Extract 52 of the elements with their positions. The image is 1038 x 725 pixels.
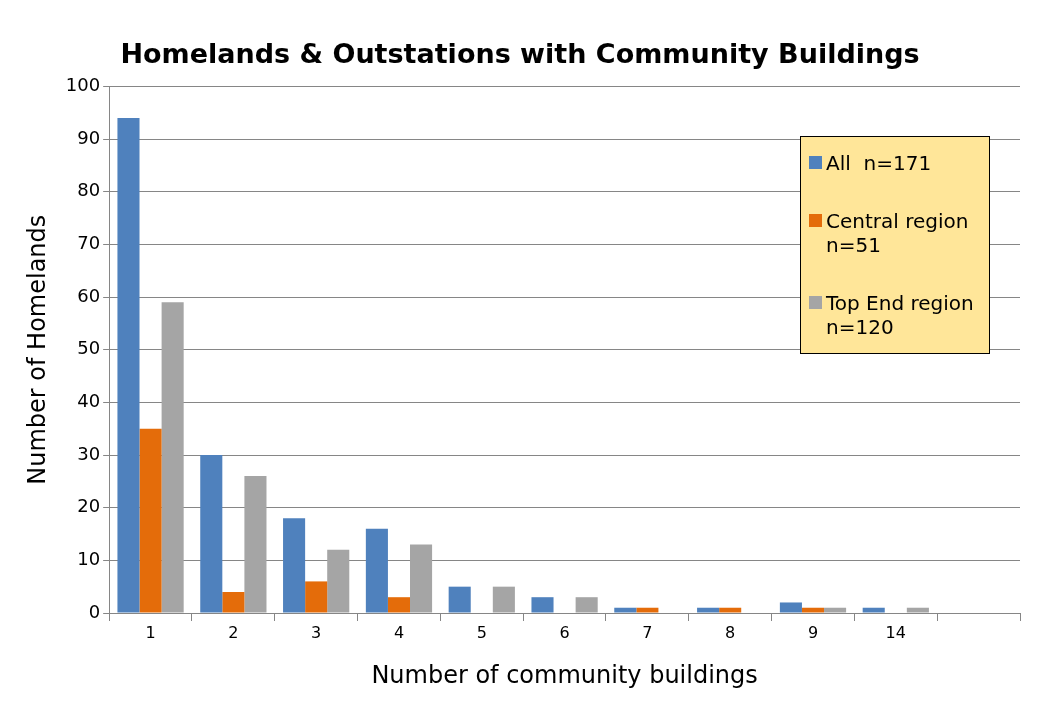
y-tick-label: 60 <box>77 284 101 306</box>
bar <box>801 607 825 613</box>
bar <box>222 591 245 613</box>
bar <box>410 544 433 613</box>
bar <box>531 597 554 613</box>
y-tick-label: 0 <box>88 600 101 622</box>
bar <box>575 597 598 613</box>
x-axis-title: Number of community buildings <box>371 660 758 689</box>
y-tick-label: 50 <box>77 337 101 359</box>
bar <box>365 528 388 613</box>
x-tick-label: 4 <box>393 622 405 642</box>
bar <box>387 597 411 613</box>
y-tick-label: 20 <box>77 495 101 517</box>
bar <box>139 428 162 613</box>
bar <box>824 607 847 613</box>
bar <box>244 476 267 613</box>
chart-title: Homelands & Outstations with Community Buildings <box>120 38 920 70</box>
x-tick-label: 6 <box>559 622 570 642</box>
y-tick-label: 10 <box>77 548 101 570</box>
bar <box>305 581 328 613</box>
x-tick-label: 5 <box>476 622 487 642</box>
bar <box>697 607 720 613</box>
y-axis-title: Number of Homelands <box>22 214 51 485</box>
bar <box>161 302 184 613</box>
bar <box>448 586 471 613</box>
bar <box>719 607 742 613</box>
bar <box>492 586 515 613</box>
y-tick-label: 100 <box>65 74 101 96</box>
bar <box>283 518 306 613</box>
y-tick-label: 30 <box>77 442 101 464</box>
bar <box>200 455 223 613</box>
bar <box>614 607 637 613</box>
legend-label: Central region n=51 <box>826 209 970 258</box>
legend-label: All n=171 <box>826 151 932 176</box>
legend-label: Top End region n=120 <box>826 291 975 340</box>
bar <box>117 118 140 613</box>
x-tick-label: 1 <box>145 622 156 642</box>
x-tick-label: 9 <box>807 622 819 642</box>
x-tick-label: 3 <box>311 622 322 642</box>
x-tick-label: 8 <box>725 622 736 642</box>
y-tick-label: 40 <box>77 390 101 412</box>
bar <box>862 607 885 613</box>
bar <box>779 602 802 613</box>
bar <box>636 607 659 613</box>
bar <box>327 549 350 613</box>
y-tick-label: 70 <box>77 232 101 254</box>
x-tick-label: 7 <box>642 622 653 642</box>
bar <box>906 607 929 613</box>
y-tick-label: 90 <box>77 126 101 148</box>
x-tick-label: 2 <box>228 622 239 642</box>
y-tick-label: 80 <box>77 179 101 201</box>
x-tick-label: 14 <box>885 622 906 642</box>
